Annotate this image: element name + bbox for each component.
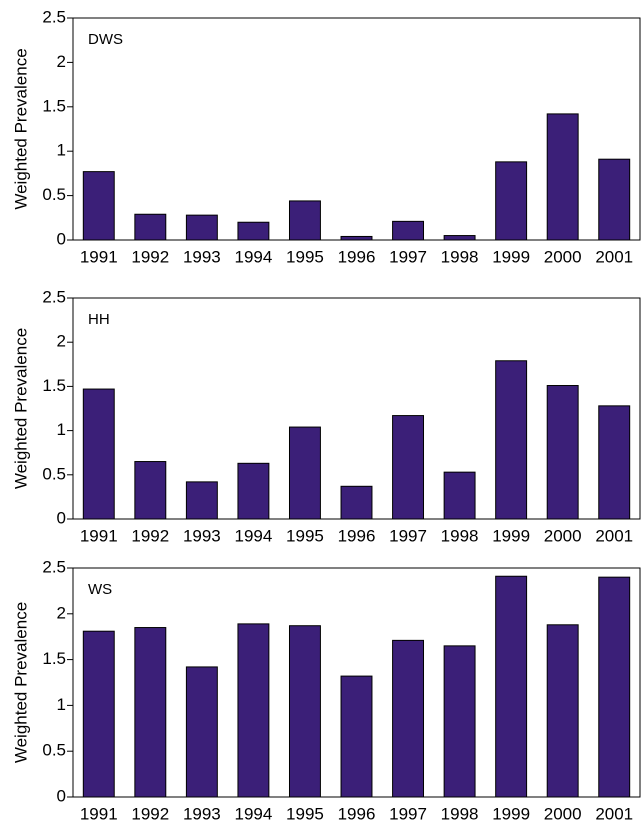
bar (598, 576, 631, 798)
y-tick-label: 0 (57, 229, 66, 248)
y-tick-label: 0 (57, 786, 66, 805)
y-axis-label: Weighted Prevalence (11, 602, 30, 763)
bar (598, 158, 631, 241)
bar (340, 675, 373, 798)
bar (546, 385, 579, 520)
bar (237, 462, 270, 520)
bar (237, 623, 270, 798)
y-tick-label: 1 (57, 695, 66, 714)
x-tick-label: 1995 (286, 804, 324, 823)
x-tick-label: 1998 (441, 804, 479, 823)
bar (185, 214, 218, 241)
y-axis-label: Weighted Prevalence (11, 328, 30, 489)
x-tick-label: 2001 (595, 247, 633, 266)
x-tick-label: 1998 (441, 247, 479, 266)
x-tick-label: 1991 (80, 804, 118, 823)
y-axis-label: Weighted Prevalence (11, 48, 30, 209)
x-tick-label: 1995 (286, 526, 324, 545)
x-tick-label: 1999 (492, 804, 530, 823)
x-tick-label: 1998 (441, 526, 479, 545)
bar (546, 624, 579, 798)
x-tick-label: 1996 (338, 526, 376, 545)
y-tick-label: 1.5 (42, 649, 66, 668)
bar (185, 666, 218, 798)
bar (392, 639, 425, 798)
x-tick-label: 1993 (183, 804, 221, 823)
bar (495, 360, 528, 520)
x-tick-label: 2001 (595, 526, 633, 545)
annotation: HH (88, 311, 110, 328)
x-tick-label: 2000 (544, 804, 582, 823)
bar (82, 171, 115, 241)
bar (443, 645, 476, 798)
bar (392, 415, 425, 520)
x-tick-label: 1997 (389, 526, 427, 545)
bar (443, 471, 476, 520)
bar (288, 426, 321, 520)
x-tick-label: 1996 (338, 804, 376, 823)
annotation: WS (88, 581, 112, 598)
y-tick-label: 2 (57, 603, 66, 622)
x-tick-label: 1991 (80, 247, 118, 266)
x-tick-label: 1991 (80, 526, 118, 545)
x-tick-label: 1994 (234, 804, 272, 823)
x-tick-label: 1992 (131, 247, 169, 266)
bar (340, 485, 373, 520)
x-tick-label: 1999 (492, 526, 530, 545)
y-tick-label: 0.5 (42, 741, 66, 760)
y-tick-label: 2.5 (42, 287, 66, 306)
x-tick-label: 1992 (131, 804, 169, 823)
bar (495, 161, 528, 241)
x-tick-label: 2000 (544, 526, 582, 545)
x-tick-label: 1994 (234, 526, 272, 545)
bar (237, 221, 270, 241)
bar (82, 630, 115, 798)
x-tick-label: 1999 (492, 247, 530, 266)
bar (82, 388, 115, 520)
x-tick-label: 1997 (389, 804, 427, 823)
y-tick-label: 0 (57, 508, 66, 527)
bar (392, 220, 425, 241)
y-tick-label: 1 (57, 141, 66, 160)
y-tick-label: 0.5 (42, 185, 66, 204)
y-tick-label: 1 (57, 420, 66, 439)
bar (546, 113, 579, 241)
x-tick-label: 1993 (183, 526, 221, 545)
bar (185, 481, 218, 520)
x-tick-label: 2000 (544, 247, 582, 266)
bar (495, 575, 528, 798)
x-tick-label: 1996 (338, 247, 376, 266)
y-tick-label: 1.5 (42, 96, 66, 115)
y-tick-label: 2 (57, 332, 66, 351)
x-tick-label: 1993 (183, 247, 221, 266)
x-tick-label: 1994 (234, 247, 272, 266)
x-tick-label: 1997 (389, 247, 427, 266)
bar (134, 627, 167, 798)
x-tick-label: 1992 (131, 526, 169, 545)
bar (134, 461, 167, 520)
x-tick-label: 1995 (286, 247, 324, 266)
y-tick-label: 0.5 (42, 464, 66, 483)
bar (288, 625, 321, 798)
bar (134, 213, 167, 241)
bar (598, 405, 631, 520)
bar (340, 235, 373, 241)
y-tick-label: 2.5 (42, 7, 66, 26)
y-tick-label: 1.5 (42, 376, 66, 395)
x-tick-label: 2001 (595, 804, 633, 823)
bar (288, 200, 321, 241)
y-tick-label: 2.5 (42, 557, 66, 576)
annotation: DWS (88, 31, 123, 48)
bar (443, 235, 476, 241)
y-tick-label: 2 (57, 52, 66, 71)
